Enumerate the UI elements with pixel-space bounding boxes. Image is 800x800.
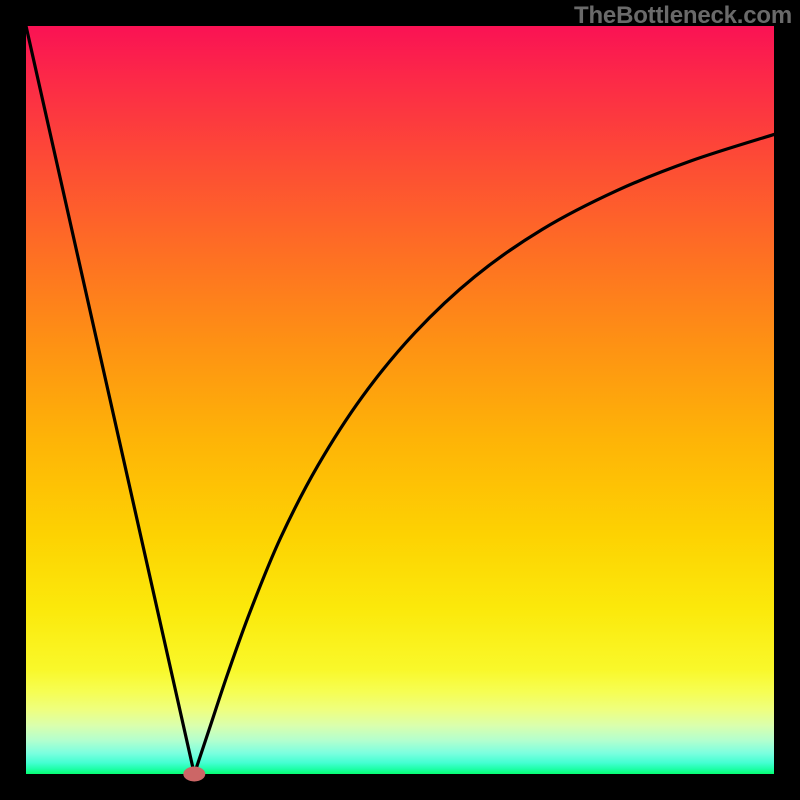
plot-background: [26, 26, 774, 774]
sweet-spot-marker: [183, 767, 205, 782]
watermark-text: TheBottleneck.com: [574, 2, 792, 30]
bottleneck-chart-svg: [0, 0, 800, 800]
chart-container: TheBottleneck.com: [0, 0, 800, 800]
